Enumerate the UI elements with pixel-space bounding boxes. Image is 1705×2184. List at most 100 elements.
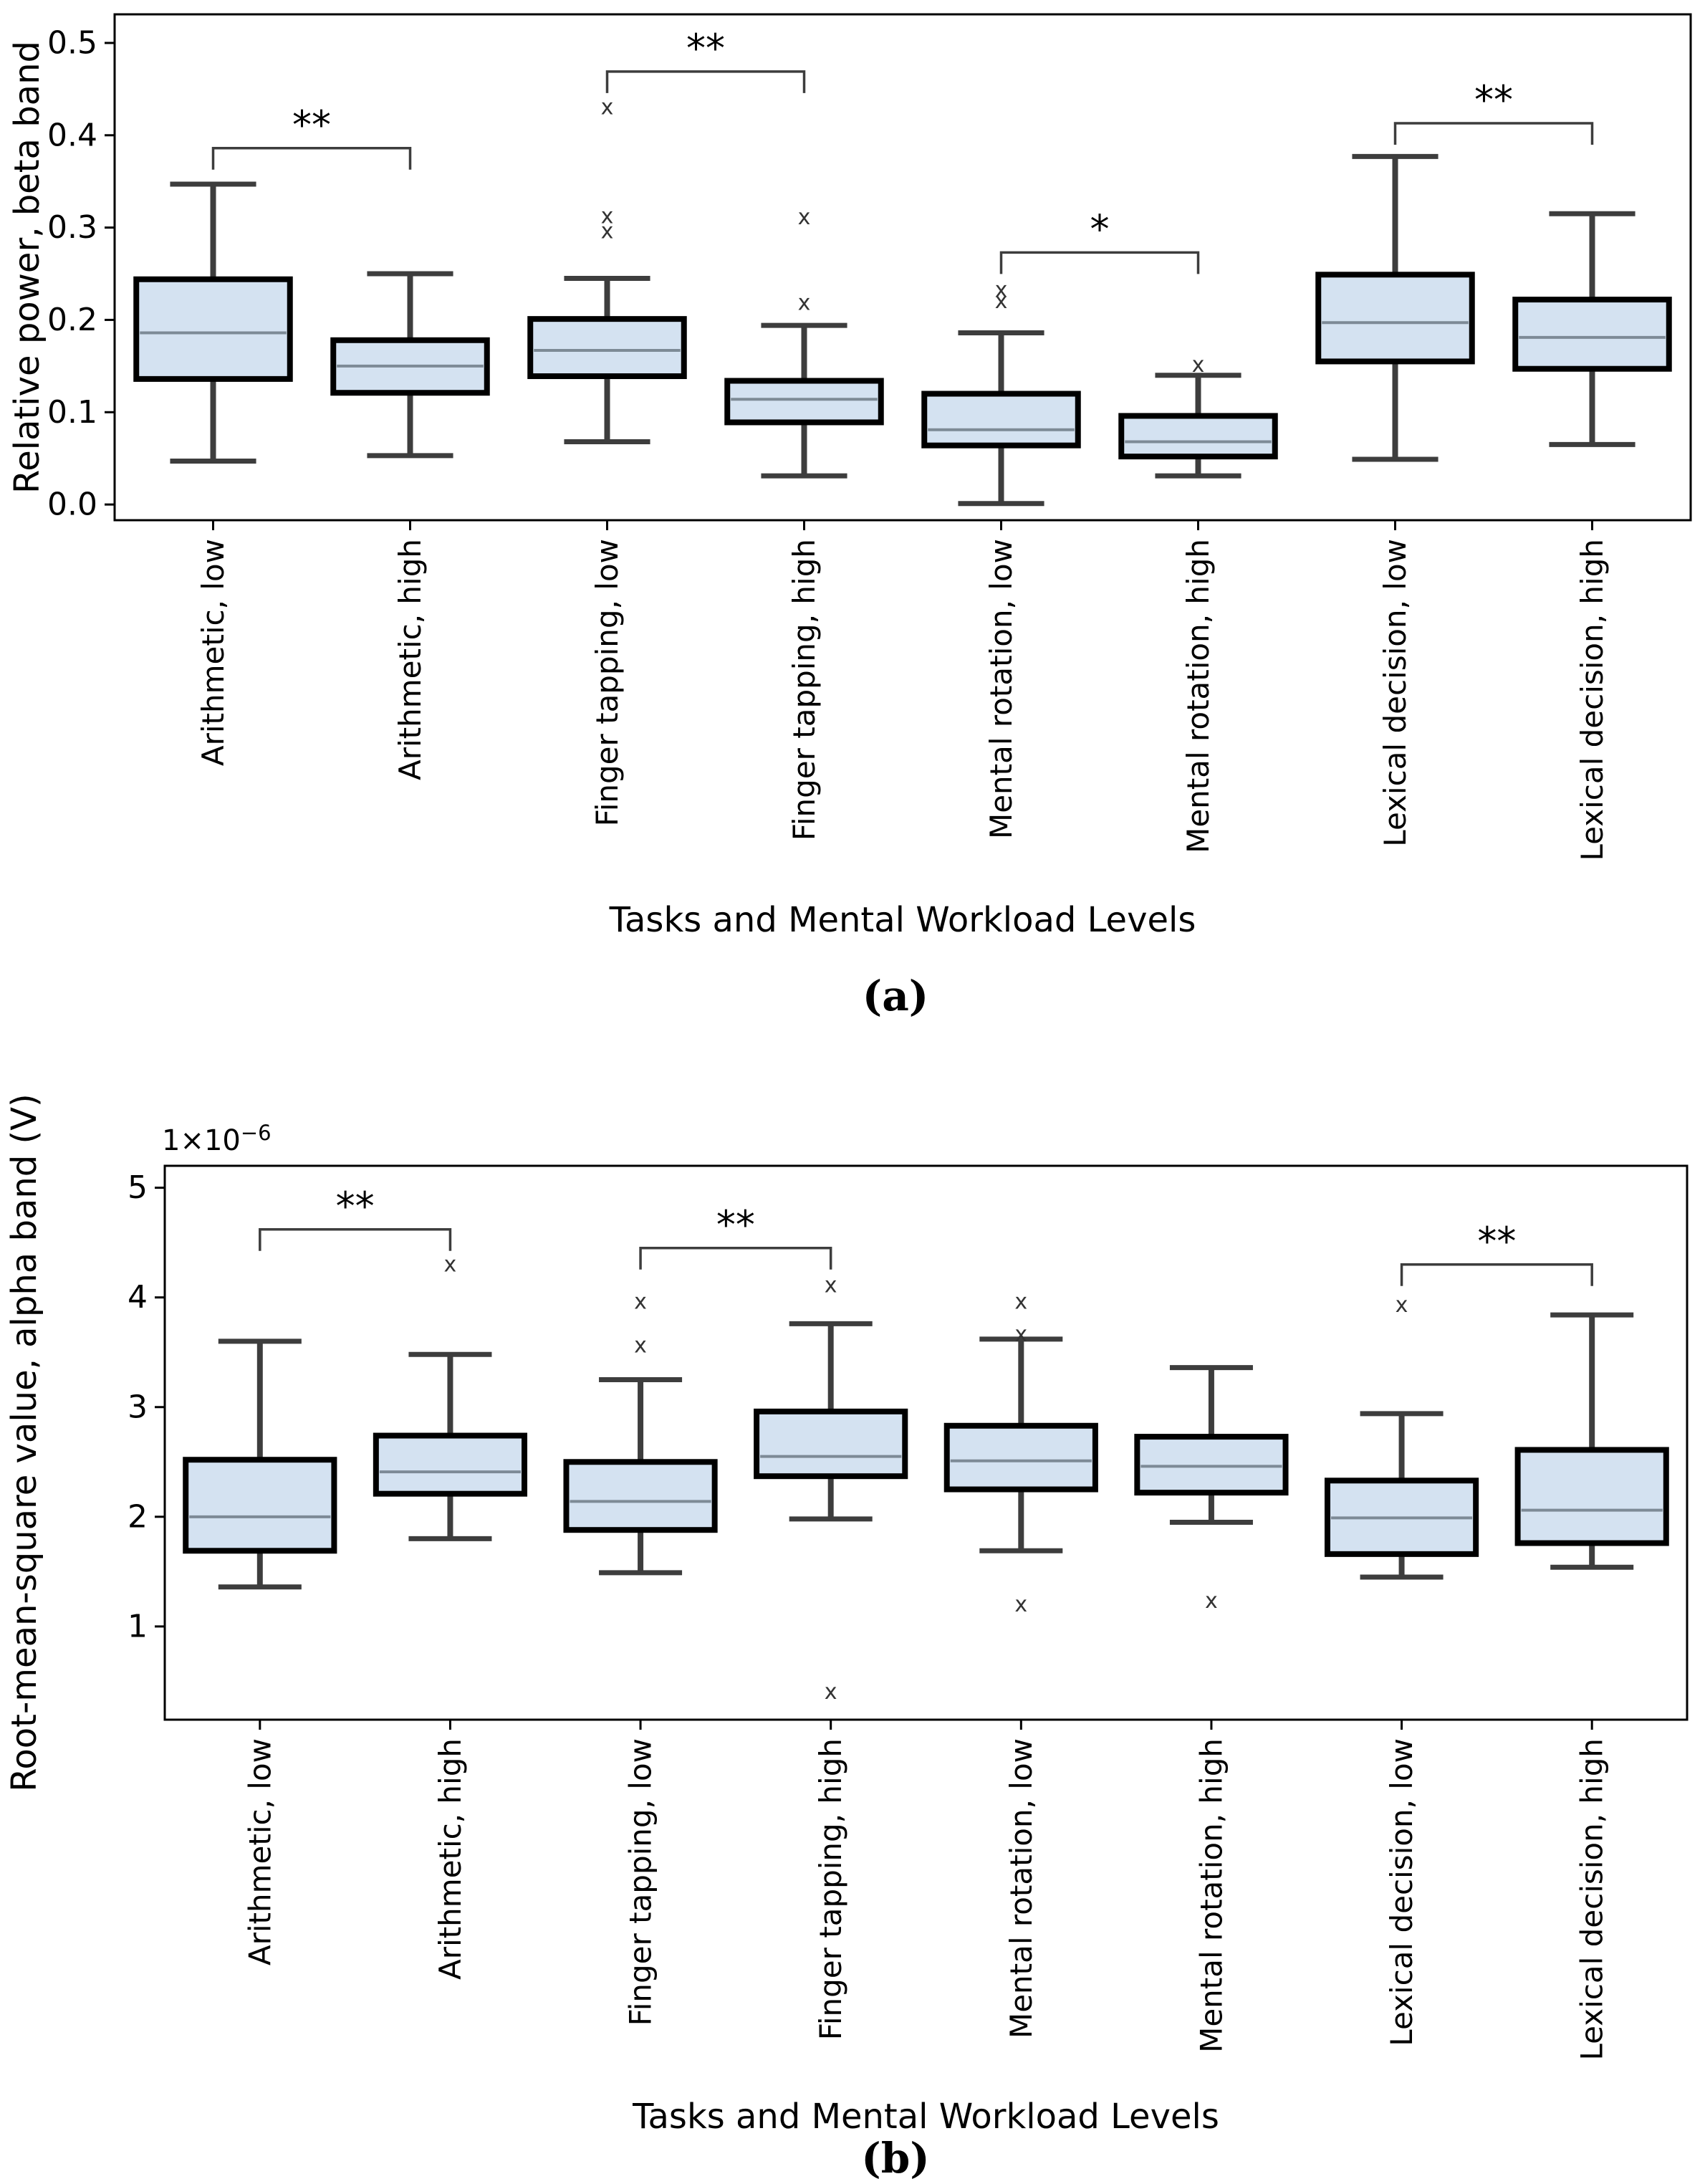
box-group-lexical-decision-high [1512, 211, 1672, 447]
y-tick-label: 2 [128, 1498, 148, 1535]
y-tick-label: 0.2 [47, 302, 97, 338]
box-group-arithmetic-high [330, 271, 490, 459]
x-axis-label: Tasks and Mental Workload Levels [609, 900, 1196, 940]
box-group-mental-rotation-high: x [1118, 353, 1278, 479]
y-axis-label: Root-mean-square value, alpha band (V) [4, 1093, 44, 1792]
y-tick-label: 0.5 [47, 24, 97, 61]
outlier-marker: x [995, 289, 1008, 314]
iqr-box [921, 391, 1081, 449]
significance-bracket [999, 251, 1200, 274]
y-tick-label: 0.4 [47, 117, 97, 153]
iqr-box [133, 276, 293, 382]
x-tick-label: Mental rotation, high [1181, 539, 1216, 853]
significance-bracket [259, 1228, 452, 1251]
x-axis-label: Tasks and Mental Workload Levels [632, 2097, 1219, 2137]
boxplot-chart-a: xxxxxxxx*******0.00.10.20.30.40.5Arithme… [7, 13, 1692, 940]
box-group-arithmetic-low [133, 181, 293, 464]
outlier-marker: x [1014, 1322, 1027, 1347]
y-tick-label: 3 [128, 1389, 148, 1425]
iqr-box [373, 1432, 528, 1497]
box-group-mental-rotation-low: xxx [943, 1289, 1098, 1617]
outlier-marker: x [1396, 1293, 1408, 1318]
iqr-box [1512, 297, 1672, 372]
x-tick-label: Mental rotation, high [1194, 1738, 1229, 2053]
significance-label: ** [686, 26, 725, 71]
y-tick-label: 4 [128, 1279, 148, 1316]
x-tick-label: Finger tapping, low [623, 1738, 658, 2026]
outlier-marker: x [1205, 1589, 1218, 1614]
outlier-marker: x [995, 278, 1008, 303]
box-group-arithmetic-low [183, 1338, 337, 1590]
significance-label: ** [1474, 77, 1513, 123]
iqr-box [527, 316, 687, 380]
x-tick-label: Lexical decision, high [1575, 539, 1610, 861]
x-tick-label: Arithmetic, low [242, 1738, 277, 1965]
iqr-box [754, 1408, 908, 1480]
x-tick-label: Finger tapping, low [590, 539, 625, 826]
outlier-marker: x [634, 1289, 647, 1314]
box-group-finger-tapping-high: xx [724, 205, 884, 479]
plot-frame [113, 13, 1692, 522]
outlier-marker: x [634, 1333, 647, 1359]
significance-label: ** [716, 1202, 755, 1247]
x-tick-label: Lexical decision, low [1378, 539, 1413, 847]
y-axis-label: Relative power, beta band [7, 41, 47, 494]
axis-offset-label: 1×10−6 [162, 1121, 272, 1157]
box-group-arithmetic-high: x [373, 1252, 528, 1541]
x-tick-label: Finger tapping, high [813, 1738, 848, 2040]
significance-label: ** [336, 1184, 375, 1229]
box-group-mental-rotation-high: x [1134, 1365, 1289, 1614]
box-group-mental-rotation-low: xx [921, 278, 1081, 507]
box-group-lexical-decision-low: x [1324, 1293, 1479, 1580]
subfigure-caption-a: (a) [862, 972, 929, 1020]
y-tick-label: 0.1 [47, 394, 97, 431]
significance-bracket [639, 1247, 832, 1270]
outlier-marker: x [1014, 1289, 1027, 1314]
iqr-box [563, 1459, 718, 1533]
box-group-finger-tapping-low: xx [563, 1289, 718, 1576]
significance-bracket [1400, 1263, 1593, 1286]
x-tick-label: Mental rotation, low [984, 539, 1019, 839]
iqr-box [1514, 1447, 1669, 1546]
x-tick-label: Finger tapping, high [787, 539, 822, 840]
x-tick-label: Mental rotation, low [1004, 1738, 1039, 2039]
box-group-finger-tapping-high: xx [754, 1273, 908, 1705]
significance-bracket [1393, 122, 1594, 145]
box-group-lexical-decision-high [1514, 1312, 1669, 1570]
x-tick-label: Arithmetic, low [196, 539, 231, 766]
outlier-marker: x [798, 291, 811, 316]
outlier-marker: x [825, 1680, 837, 1705]
outlier-marker: x [1014, 1592, 1027, 1617]
iqr-box [1315, 272, 1475, 365]
outlier-marker: x [1192, 353, 1205, 378]
y-tick-label: 0.0 [47, 487, 97, 523]
iqr-box [724, 378, 884, 426]
significance-bracket [211, 147, 412, 170]
outlier-marker: x [444, 1252, 457, 1277]
box-group-finger-tapping-low: xxx [527, 95, 687, 444]
significance-label: ** [1477, 1219, 1516, 1264]
iqr-box [183, 1457, 337, 1554]
x-tick-label: Lexical decision, high [1575, 1738, 1610, 2061]
significance-bracket [605, 70, 806, 93]
iqr-box [943, 1422, 1098, 1493]
outlier-marker: x [601, 204, 614, 229]
outlier-marker: x [601, 95, 614, 120]
iqr-box [1134, 1434, 1289, 1496]
significance-label: * [1090, 206, 1110, 252]
outlier-marker: x [601, 219, 614, 244]
iqr-box [1118, 413, 1278, 460]
x-tick-label: Lexical decision, low [1384, 1738, 1419, 2046]
box-group-lexical-decision-low [1315, 153, 1475, 462]
significance-label: ** [292, 102, 331, 148]
y-tick-label: 5 [128, 1169, 148, 1206]
x-tick-label: Arithmetic, high [433, 1738, 468, 1980]
subfigure-caption-b: (b) [861, 2134, 930, 2183]
y-tick-label: 0.3 [47, 209, 97, 246]
x-tick-label: Arithmetic, high [393, 539, 428, 780]
y-tick-label: 1 [128, 1608, 148, 1644]
plot-frame [163, 1164, 1689, 1721]
outlier-marker: x [825, 1273, 837, 1298]
